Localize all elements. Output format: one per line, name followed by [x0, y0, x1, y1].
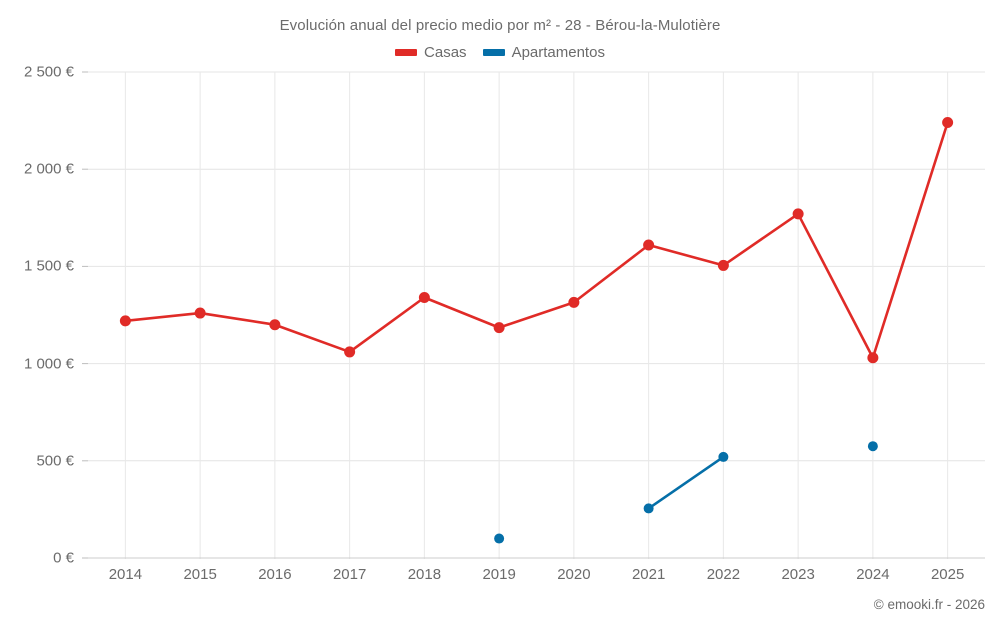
data-point-casas-2021[interactable] [643, 239, 655, 251]
x-axis-tick-label-2024: 2024 [856, 566, 890, 583]
data-point-casas-2022[interactable] [717, 259, 729, 271]
x-axis-tick-label-2023: 2023 [781, 566, 815, 583]
x-axis-tick-label-2019: 2019 [482, 566, 516, 583]
footer-credit: © emooki.fr - 2026 [873, 597, 985, 612]
data-point-casas-2016[interactable] [269, 319, 281, 331]
data-point-apartamentos-2021[interactable] [643, 503, 654, 514]
x-axis-tick-label-2017: 2017 [332, 566, 367, 583]
data-point-casas-2023[interactable] [792, 208, 804, 220]
x-axis-tick-label-2025: 2025 [930, 566, 965, 583]
x-axis-tick-label-2014: 2014 [108, 566, 143, 583]
y-axis-tick-label: 1 500 € [23, 257, 74, 275]
x-axis-tick-label-2020: 2020 [557, 566, 591, 583]
x-axis-tick-label-2018: 2018 [407, 566, 442, 583]
data-point-casas-2019[interactable] [493, 322, 505, 334]
legend-item-casas[interactable]: Casas [395, 44, 467, 61]
y-axis-tick-label: 1 000 € [23, 355, 74, 373]
data-point-apartamentos-2019[interactable] [494, 533, 505, 544]
data-point-casas-2015[interactable] [194, 307, 206, 319]
data-point-casas-2020[interactable] [568, 296, 580, 308]
legend-swatch-casas [395, 49, 418, 56]
y-axis-tick-label: 500 € [36, 452, 74, 470]
data-point-casas-2018[interactable] [418, 292, 430, 304]
chart-title: Evolución anual del precio medio por m² … [279, 17, 721, 34]
x-axis-tick-label-2015: 2015 [183, 566, 217, 583]
chart-legend: Casas Apartamentos [0, 44, 1000, 61]
x-axis-tick-label-2016: 2016 [258, 566, 292, 583]
data-point-apartamentos-2024[interactable] [867, 441, 878, 452]
legend-item-apartamentos[interactable]: Apartamentos [482, 44, 605, 61]
data-point-casas-2017[interactable] [344, 346, 356, 358]
x-axis-tick-label-2022: 2022 [706, 566, 741, 583]
data-point-casas-2025[interactable] [942, 117, 954, 129]
y-axis-tick-label: 2 000 € [23, 160, 74, 178]
legend-label-casas: Casas [424, 44, 467, 61]
legend-swatch-apartamentos [482, 49, 505, 56]
legend-label-apartamentos: Apartamentos [511, 44, 605, 61]
data-point-apartamentos-2022[interactable] [718, 451, 729, 462]
data-point-casas-2024[interactable] [867, 352, 879, 364]
x-axis-tick-label-2021: 2021 [631, 566, 666, 583]
data-point-casas-2014[interactable] [119, 315, 131, 327]
y-axis-tick-label: 2 500 € [23, 63, 74, 81]
y-axis-tick-label: 0 € [53, 549, 74, 567]
